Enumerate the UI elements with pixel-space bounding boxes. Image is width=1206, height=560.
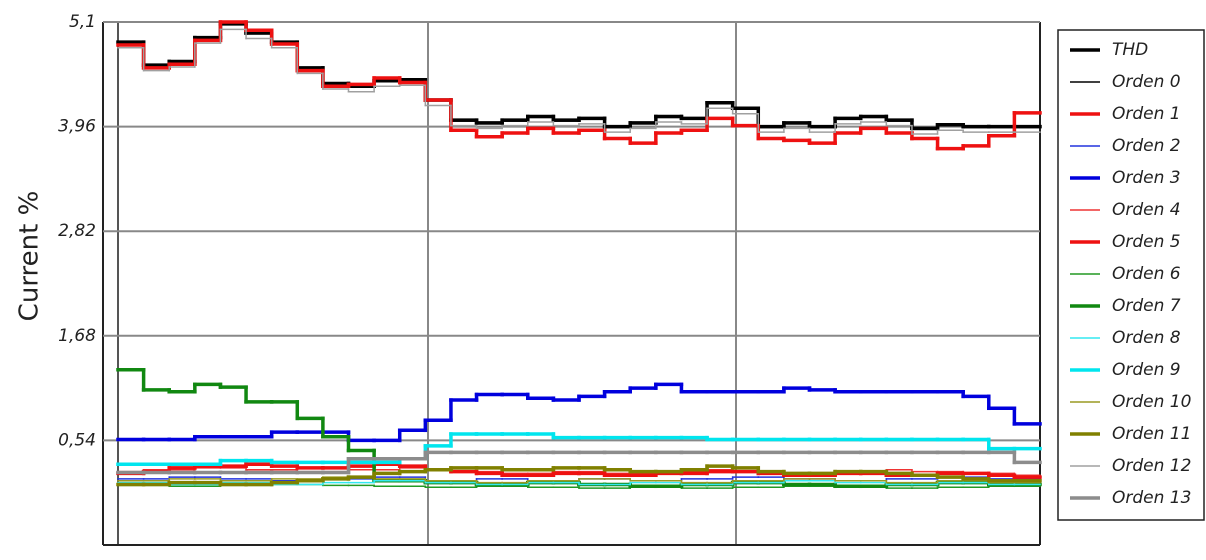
- series: [116, 464, 1042, 487]
- series: [116, 22, 1042, 131]
- series: [116, 20, 1042, 151]
- legend-label: Orden 11: [1112, 424, 1191, 444]
- legend-label: Orden 2: [1112, 136, 1181, 156]
- series: [116, 382, 1042, 443]
- series: [117, 24, 1041, 131]
- series: [117, 28, 1041, 135]
- y-tick-label: 1,68: [58, 326, 96, 346]
- y-axis-label: Current %: [15, 191, 45, 322]
- legend-box: [1057, 29, 1205, 521]
- y-tick-label: 0,54: [58, 430, 96, 450]
- legend-label: Orden 3: [1112, 168, 1181, 188]
- series: [116, 432, 1042, 467]
- legend-label: Orden 1: [1112, 104, 1181, 124]
- legend-label: Orden 4: [1112, 200, 1181, 220]
- legend-label: Orden 12: [1112, 456, 1191, 476]
- legend-label: THD: [1112, 40, 1148, 60]
- y-tick-label: 3,96: [58, 117, 96, 137]
- series: [117, 476, 1041, 484]
- legend-label: Orden 0: [1112, 72, 1181, 92]
- legend-label: Orden 9: [1112, 360, 1181, 380]
- legend-label: Orden 7: [1112, 296, 1181, 316]
- legend-label: Orden 13: [1112, 488, 1191, 508]
- legend-label: Orden 8: [1112, 328, 1181, 348]
- series: [116, 450, 1042, 475]
- series: [117, 480, 1041, 486]
- plot: [103, 20, 1042, 489]
- y-tick-label: 2,82: [58, 221, 96, 241]
- legend-label: Orden 6: [1112, 264, 1181, 284]
- y-tick-label: 5,1: [69, 12, 96, 32]
- legend-label: Orden 5: [1112, 232, 1181, 252]
- legend-label: Orden 10: [1112, 392, 1191, 412]
